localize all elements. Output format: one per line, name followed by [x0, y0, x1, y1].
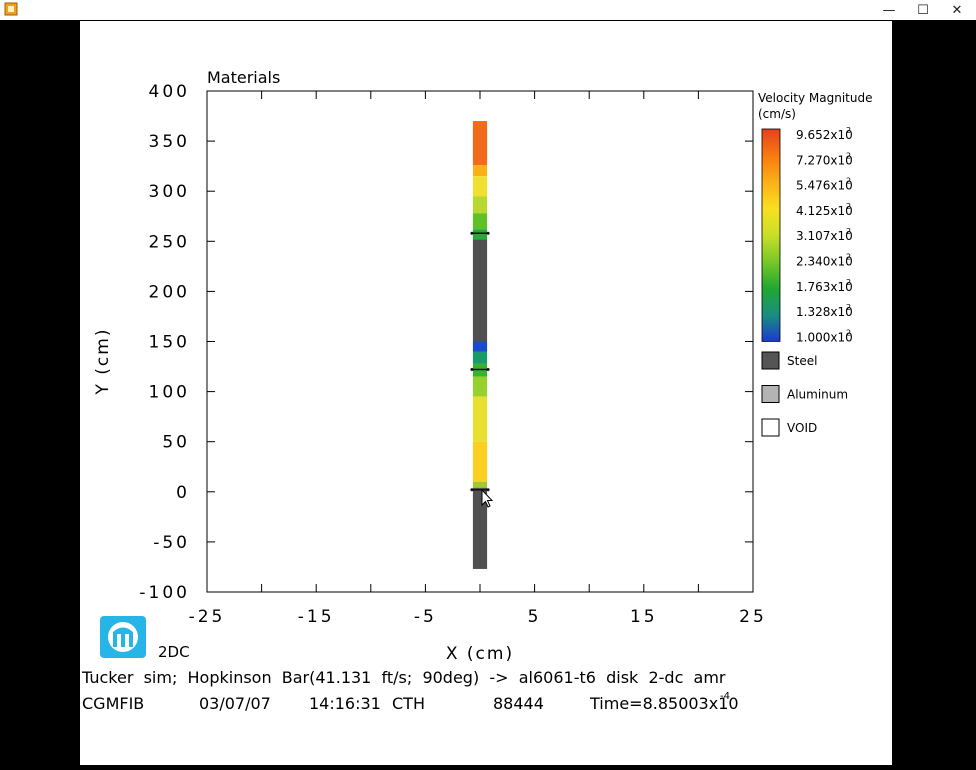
bar-segment	[472, 121, 488, 166]
y-tick-label: 350	[149, 132, 190, 152]
run-code: CTH	[392, 694, 425, 713]
bar-segment	[472, 229, 488, 240]
bar-segment	[472, 213, 488, 230]
material-swatch	[761, 385, 780, 403]
minimize-button[interactable]: —	[882, 2, 896, 18]
bar-segment	[472, 351, 488, 364]
y-axis-label: Y (cm)	[93, 328, 113, 396]
velocity-colorbar	[761, 128, 781, 342]
x-tick-label: 5	[528, 607, 542, 627]
colorbar-label: 9.652x10	[796, 128, 853, 142]
colorbar-label-exponent: 2	[846, 253, 851, 262]
sim-time: Time=8.85003x10	[589, 694, 739, 713]
x-tick-labels: -25 -15 -5 5 15 25	[189, 607, 767, 627]
colorbar-label: 4.125x10	[796, 204, 853, 218]
y-tick-label: -50	[153, 533, 190, 553]
plot-panel: Materials -25 -15 -5 5 15 25 400 350 300 250 200 1…	[80, 21, 892, 765]
x-tick-label: -15	[298, 607, 335, 627]
materials-plot: Materials -25 -15 -5 5 15 25 4003503002502001…	[81, 68, 872, 713]
bar-segment	[472, 481, 488, 488]
plot-title: Materials	[207, 68, 280, 87]
y-tick-label: 0	[176, 483, 190, 503]
sim-time-exponent: -4	[720, 691, 730, 702]
run-id: CGMFIB	[82, 694, 144, 713]
y-tick-label: 200	[149, 282, 190, 302]
colorbar-label-exponent: 2	[846, 126, 851, 135]
colorbar-label-exponent: 2	[846, 202, 851, 211]
bar-segment	[472, 341, 488, 352]
colorbar-label: 1.763x10	[796, 280, 853, 294]
mouse-cursor-icon	[481, 488, 494, 508]
bar-segment	[472, 487, 488, 569]
material-label: VOID	[787, 421, 817, 435]
app-icon[interactable]	[4, 2, 18, 16]
colorbar-label-exponent: 2	[846, 303, 851, 312]
y-tick-labels: 400 350 300 250 200 150 100 50 0 -50 -100	[139, 82, 190, 603]
bar-segment	[472, 376, 488, 397]
material-swatch	[761, 351, 780, 370]
colorbar-label-exponent: 2	[846, 328, 851, 337]
x-tick-label: -25	[189, 607, 226, 627]
material-label: Steel	[787, 354, 817, 368]
legend-units: (cm/s)	[758, 107, 796, 121]
x-tick-label: 15	[630, 607, 658, 627]
interface-marker-dot	[486, 488, 490, 492]
colorbar-label-exponent: 2	[846, 177, 851, 186]
interface-marker-dot	[470, 368, 474, 372]
legend-title: Velocity Magnitude	[758, 91, 872, 105]
interface-marker-dot	[470, 488, 474, 492]
simulation-description: Tucker sim; Hopkinson Bar(41.131 ft/s; 9…	[81, 668, 726, 687]
maximize-button[interactable]: ☐	[917, 2, 929, 18]
y-tick-label: 400	[149, 82, 190, 102]
plot-type-label: 2DC	[158, 643, 190, 661]
material-label: Aluminum	[787, 388, 848, 402]
run-time: 14:16:31	[309, 694, 381, 713]
x-tick-label: -5	[414, 607, 437, 627]
y-tick-label: 150	[149, 333, 190, 353]
colorbar-label-exponent: 2	[846, 227, 851, 236]
colorbar-label: 2.340x10	[796, 255, 853, 269]
y-tick-label: 250	[149, 232, 190, 252]
colorbar-label: 7.270x10	[796, 153, 853, 167]
window-titlebar: — ☐ ✕	[0, 0, 976, 20]
bar-segment	[472, 441, 488, 482]
material-swatch	[761, 418, 780, 437]
velocity-colorbar-labels: 9.652x1027.270x1025.476x1024.125x1023.10…	[796, 126, 853, 344]
colorbar-rect	[761, 128, 781, 342]
colorbar-label: 3.107x10	[796, 229, 853, 243]
interface-marker-dot	[486, 231, 490, 235]
x-tick-label: 25	[739, 607, 767, 627]
colorbar-label-exponent: 2	[846, 151, 851, 160]
y-tick-label: 300	[149, 182, 190, 202]
colorbar-label-exponent: 2	[846, 278, 851, 287]
x-axis-label: X (cm)	[446, 644, 514, 664]
run-date: 03/07/07	[199, 694, 271, 713]
bar-segment	[472, 196, 488, 214]
interface-marker-dot	[470, 231, 474, 235]
close-button[interactable]: ✕	[951, 2, 963, 18]
cycle-count: 88444	[493, 694, 544, 713]
sandia-logo-icon	[100, 616, 146, 658]
material-legend: Steel Aluminum VOID	[761, 351, 848, 437]
interface-marker-dot	[486, 368, 490, 372]
colorbar-label: 5.476x10	[796, 179, 853, 193]
y-tick-label: 50	[162, 433, 190, 453]
bar-segment	[472, 165, 488, 177]
bar-segment	[472, 239, 488, 342]
bar-segment	[472, 176, 488, 197]
axis-ticks	[206, 90, 754, 593]
y-tick-label: -100	[139, 583, 190, 603]
y-tick-label: 100	[149, 383, 190, 403]
colorbar-label: 1.000x10	[796, 330, 853, 344]
colorbar-label: 1.328x10	[796, 305, 853, 319]
bar-segment	[472, 396, 488, 442]
interface-markers	[470, 231, 490, 492]
hopkinson-bar	[472, 121, 488, 569]
